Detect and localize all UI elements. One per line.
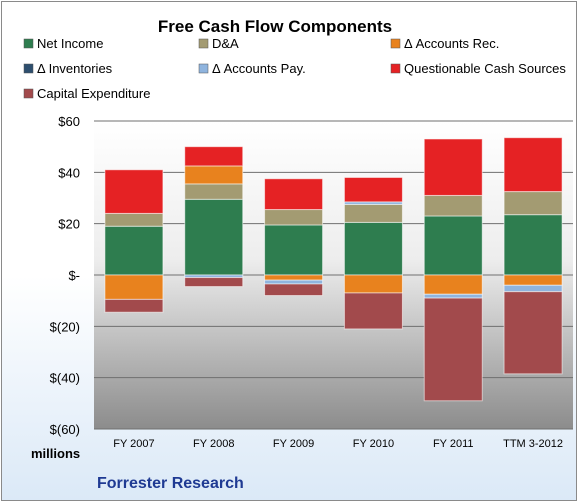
bar-segment <box>184 183 244 200</box>
x-axis: FY 2007 FY 2008 FY 2009 FY 2010 FY 2011 TTM 3… <box>113 438 563 450</box>
bar-segment <box>423 293 483 299</box>
x-tick-label: TTM 3-2012 <box>503 438 563 450</box>
bar-segment <box>343 221 403 276</box>
legend-label: D&A <box>212 36 239 51</box>
y-tick-label: $- <box>68 268 80 283</box>
bar-segment <box>264 209 324 226</box>
bar-segment <box>264 178 324 211</box>
bar-segment <box>503 291 563 375</box>
y-tick-label: $(60) <box>50 422 80 437</box>
legend-label: Δ Accounts Rec. <box>404 36 499 51</box>
legend-swatch <box>23 63 34 74</box>
bar-segment <box>184 165 244 185</box>
legend-label: Questionable Cash Sources <box>404 61 566 76</box>
legend-swatch <box>23 38 34 49</box>
bar-segment <box>423 297 483 402</box>
legend-label: Δ Inventories <box>37 61 113 76</box>
bar-segment <box>184 277 244 288</box>
y-tick-label: $(40) <box>50 371 80 386</box>
unit-label: millions <box>31 446 80 461</box>
bar-segment <box>264 274 324 281</box>
bar-segment <box>343 176 403 203</box>
bar-segment <box>503 214 563 276</box>
bar-segment <box>423 215 483 276</box>
x-tick-label: FY 2008 <box>193 438 234 450</box>
bar-segment <box>104 169 164 214</box>
y-axis: $60 $40 $20 $- $(20) $(40) $(60) <box>50 114 80 437</box>
legend: Net Income D&A Δ Accounts Rec. Δ Inventorie… <box>23 36 566 101</box>
bar-segment <box>104 298 164 313</box>
bar-segment <box>423 274 483 295</box>
chart-title: Free Cash Flow Components <box>158 17 392 36</box>
y-tick-label: $20 <box>58 217 80 232</box>
y-tick-label: $(20) <box>50 319 80 334</box>
bar-segment <box>104 212 164 227</box>
legend-swatch <box>390 38 401 49</box>
legend-label: Capital Expenditure <box>37 86 150 101</box>
legend-swatch <box>198 63 209 74</box>
x-tick-label: FY 2007 <box>113 438 154 450</box>
bars <box>104 137 563 402</box>
bar-segment <box>104 225 164 276</box>
bar-segment <box>343 203 403 223</box>
source-label: Forrester Research <box>97 475 244 492</box>
bar-segment <box>264 283 324 297</box>
legend-label: Δ Accounts Pay. <box>212 61 306 76</box>
legend-label: Net Income <box>37 36 103 51</box>
x-tick-label: FY 2011 <box>433 438 474 450</box>
bar-segment <box>423 138 483 196</box>
bar-segment <box>423 194 483 217</box>
legend-swatch <box>198 38 209 49</box>
bar-segment <box>264 224 324 276</box>
bar-segment <box>184 146 244 167</box>
bar-segment <box>184 198 244 276</box>
bar-segment <box>503 137 563 193</box>
bar-segment <box>343 274 403 294</box>
x-tick-label: FY 2009 <box>273 438 314 450</box>
bar-segment <box>104 274 164 300</box>
bar-segment <box>503 191 563 216</box>
x-tick-label: FY 2010 <box>353 438 394 450</box>
legend-swatch <box>390 63 401 74</box>
bar-segment <box>503 284 563 293</box>
y-tick-label: $60 <box>58 114 80 129</box>
bar-segment <box>503 274 563 286</box>
legend-swatch <box>23 88 34 99</box>
bar-segment <box>264 279 324 285</box>
bar-segment <box>343 292 403 330</box>
y-tick-label: $40 <box>58 165 80 180</box>
gridlines <box>94 120 573 430</box>
